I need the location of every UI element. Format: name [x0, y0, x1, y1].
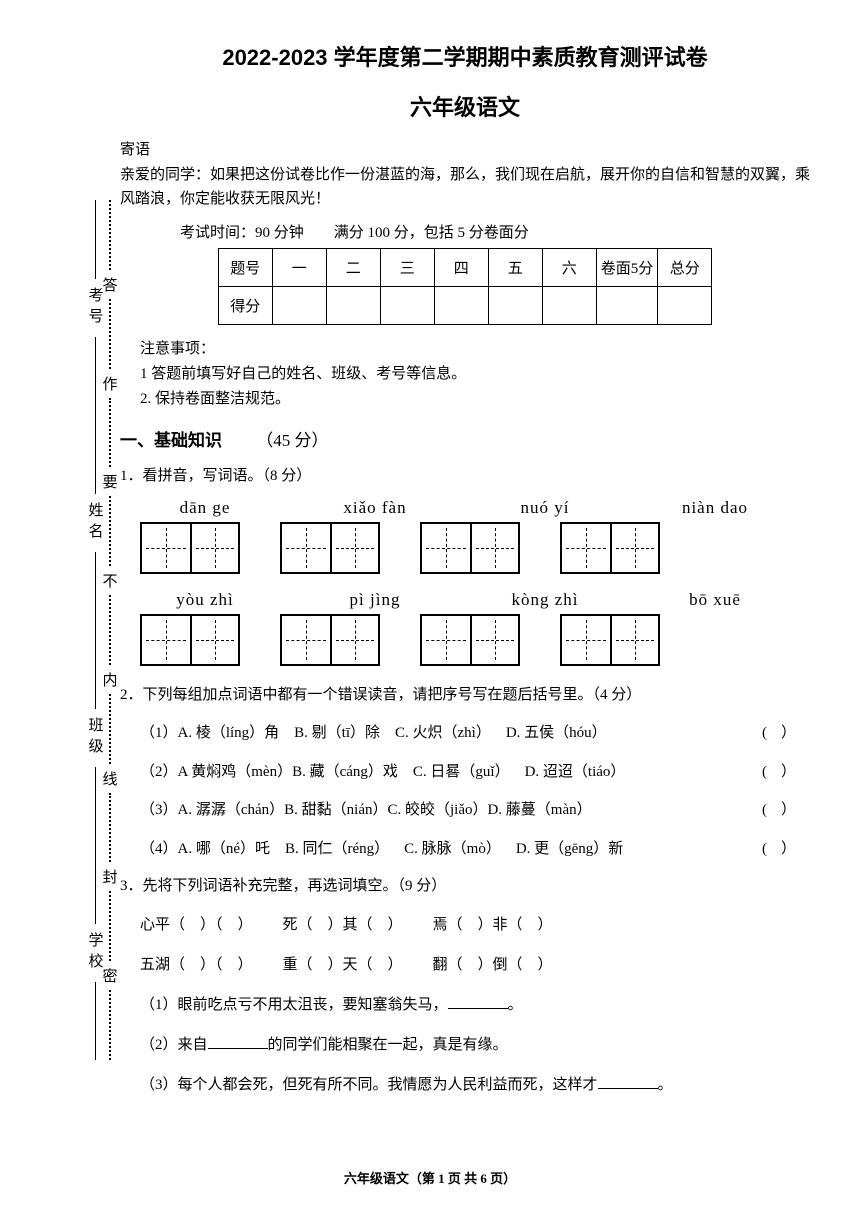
- char-box-group[interactable]: [140, 522, 240, 574]
- section-1-head: 一、基础知识 （45 分）: [120, 426, 810, 451]
- q2-text: 2．下列每组加点词语中都有一个错误读音，请把序号写在题后括号里。（4 分）: [120, 682, 810, 709]
- q1-text: 1．看拼音，写词语。（8 分）: [120, 463, 810, 490]
- intro-text: 亲爱的同学：如果把这份试卷比作一份湛蓝的海，那么，我们现在启航，展开你的自信和智…: [120, 163, 810, 211]
- q2-item-3: （3）A. 潺潺（chán）B. 甜黏（nián）C. 皎皎（jiǎo）D. 藤…: [140, 796, 810, 825]
- title-sub: 六年级语文: [120, 90, 810, 122]
- char-box-group[interactable]: [140, 614, 240, 666]
- q2-item-1: （1）A. 棱（líng）角 B. 剔（tī）除 C. 火炽（zhì） D. 五…: [140, 719, 810, 748]
- char-boxes-row-2: [140, 614, 810, 666]
- char-box-group[interactable]: [280, 522, 380, 574]
- table-row: 题号 一 二 三 四 五 六 卷面5分 总分: [218, 249, 712, 287]
- char-box-group[interactable]: [560, 522, 660, 574]
- intro-label: 寄语: [120, 138, 810, 159]
- q3-idioms-1: 心平（ ）（ ） 死（ ）其（ ） 焉（ ）非（ ）: [140, 910, 810, 940]
- score-table: 题号 一 二 三 四 五 六 卷面5分 总分 得分: [218, 248, 713, 325]
- q2-item-2: （2）A 黄焖鸡（mèn）B. 藏（cáng）戏 C. 日晷（guǐ） D. 迢…: [140, 758, 810, 787]
- table-row: 得分: [218, 287, 712, 325]
- char-box-group[interactable]: [560, 614, 660, 666]
- notice-label: 注意事项：: [140, 337, 810, 358]
- page-footer: 六年级语文（第 1 页 共 6 页）: [0, 1168, 860, 1187]
- pinyin-row-2: yòu zhì pì jìng kòng zhì bō xuē: [140, 590, 810, 610]
- exam-page: 考号 姓名 班级 学校 答 作 要 不 内 线 封: [0, 0, 860, 1140]
- notice-item: 1 答题前填写好自己的姓名、班级、考号等信息。: [140, 362, 810, 383]
- notice-item: 2. 保持卷面整洁规范。: [140, 387, 810, 408]
- q3-sub-1: （1）眼前吃点亏不用太沮丧，要知塞翁失马，。: [140, 990, 810, 1020]
- title-main: 2022-2023 学年度第二学期期中素质教育测评试卷: [120, 40, 810, 72]
- exam-info: 考试时间：90 分钟 满分 100 分，包括 5 分卷面分: [180, 221, 810, 242]
- q3-sub-3: （3）每个人都会死，但死有所不同。我情愿为人民利益而死，这样才。: [140, 1070, 810, 1100]
- char-box-group[interactable]: [420, 614, 520, 666]
- seal-line: 答 作 要 不 内 线 封 密: [100, 200, 120, 1060]
- char-box-group[interactable]: [420, 522, 520, 574]
- q3-text: 3．先将下列词语补充完整，再选词填空。（9 分）: [120, 873, 810, 900]
- pinyin-row-1: dān ge xiǎo fàn nuó yí niàn dao: [140, 498, 810, 518]
- char-boxes-row-1: [140, 522, 810, 574]
- char-box-group[interactable]: [280, 614, 380, 666]
- q3-idioms-2: 五湖（ ）（ ） 重（ ）天（ ） 翻（ ）倒（ ）: [140, 950, 810, 980]
- q2-item-4: （4）A. 哪（né）吒 B. 同仁（réng） C. 脉脉（mò） D. 更（…: [140, 835, 810, 864]
- q3-sub-2: （2）来自的同学们能相聚在一起，真是有缘。: [140, 1030, 810, 1060]
